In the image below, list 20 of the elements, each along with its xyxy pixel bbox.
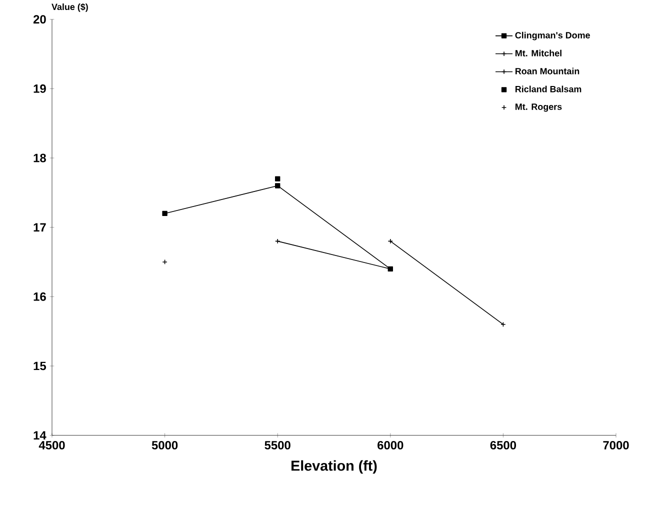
y-tick-label: 15: [34, 362, 46, 370]
x-tick-label: 6000: [378, 440, 404, 450]
x-tick-label: 7000: [603, 440, 629, 450]
legend-label: Mt. Mitchel: [516, 50, 562, 56]
y-tick-label: 16: [34, 292, 46, 301]
y-axis-title: Value ($): [52, 3, 88, 12]
y-tick-label: 14: [34, 431, 46, 440]
y-tick-label: 17: [34, 223, 46, 232]
y-tick-label: 20: [33, 14, 46, 24]
legend-label: Roan Mountain: [516, 68, 580, 74]
legend-label: Mt. Rogers: [516, 103, 562, 112]
x-axis-title: Elevation (ft): [292, 460, 377, 474]
legend-label: Clingman's Dome: [515, 32, 590, 40]
y-tick-label: 19: [34, 84, 46, 93]
x-tick-label: 4500: [38, 440, 65, 450]
legend-label: Ricland Balsam: [516, 86, 582, 92]
y-tick-label: 18: [34, 154, 46, 162]
x-tick-label: 5000: [152, 440, 178, 450]
x-tick-label: 5500: [264, 440, 290, 450]
x-tick-label: 6500: [490, 440, 516, 450]
